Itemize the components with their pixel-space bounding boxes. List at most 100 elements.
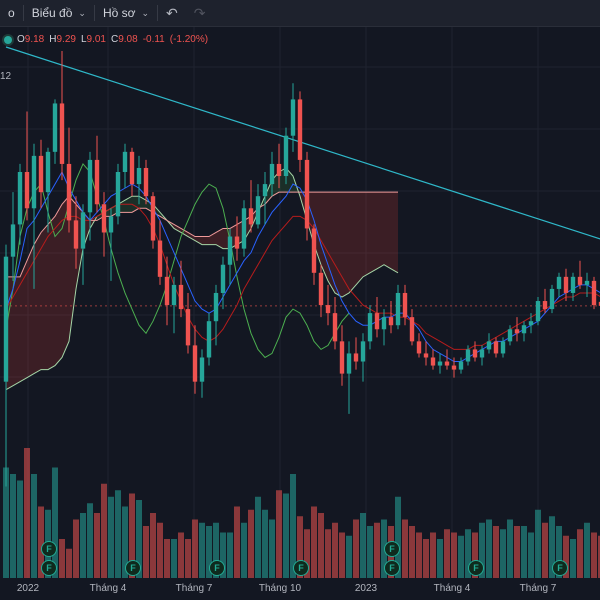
ichimoku-cloud-segment xyxy=(202,236,209,245)
ichimoku-cloud-segment xyxy=(181,228,188,237)
ichimoku-cloud-segment xyxy=(335,192,342,297)
chevron-down-icon: ⌄ xyxy=(141,7,150,18)
earnings-event-badge[interactable]: F xyxy=(209,560,225,576)
ichimoku-cloud-segment xyxy=(328,192,335,293)
ohlc-legend: O9.18 H9.29 L9.01 C9.08 -0.11 (-1.20%) xyxy=(4,34,208,45)
candle-body xyxy=(325,305,331,314)
change-percent: (-1.20%) xyxy=(169,34,209,45)
symbol-status-icon[interactable] xyxy=(4,35,12,44)
candle-body xyxy=(87,159,93,213)
volume-bar xyxy=(24,448,30,578)
chart-menu-button[interactable]: Biểu đồ ⌄ xyxy=(24,0,94,26)
candle-body xyxy=(486,341,492,350)
volume-bar xyxy=(66,548,72,578)
volume-bar xyxy=(80,513,86,578)
ichimoku-cloud-segment xyxy=(48,216,55,370)
earnings-event-badge[interactable]: F xyxy=(384,541,400,557)
profile-menu-label: Hồ sơ xyxy=(102,6,136,20)
volume-bar xyxy=(17,480,23,578)
volume-bar xyxy=(493,526,499,578)
candle-body xyxy=(80,212,86,249)
ichimoku-cloud-segment xyxy=(34,232,41,374)
undo-button[interactable]: ↶ xyxy=(158,0,186,26)
candle-body xyxy=(269,163,275,185)
candle-body xyxy=(129,151,135,185)
candle-body xyxy=(227,236,233,265)
candle-body xyxy=(563,276,569,293)
candle-body xyxy=(416,341,422,354)
volume-bar xyxy=(262,509,268,578)
volume-bar xyxy=(234,506,240,578)
low-value: 9.01 xyxy=(86,34,106,45)
candle-body xyxy=(332,313,338,342)
candle-body xyxy=(493,341,499,354)
volume-bar xyxy=(115,490,121,578)
earnings-event-badge[interactable]: F xyxy=(41,560,57,576)
candle-body xyxy=(304,159,310,229)
ichimoku-cloud-segment xyxy=(132,196,139,213)
candle-body xyxy=(150,196,156,241)
ichimoku-cloud-segment xyxy=(20,260,27,382)
volume-bar xyxy=(402,519,408,578)
earnings-event-badge[interactable]: F xyxy=(41,541,57,557)
candle-body xyxy=(528,321,534,326)
earnings-event-badge[interactable]: F xyxy=(125,560,141,576)
ichimoku-cloud-segment xyxy=(216,228,223,249)
x-tick-label: Tháng 4 xyxy=(433,583,471,594)
volume-bar xyxy=(549,516,555,578)
volume-bar xyxy=(157,522,163,578)
earnings-event-badge[interactable]: F xyxy=(384,560,400,576)
top-toolbar: o Biểu đồ ⌄ Hồ sơ ⌄ ↶ ↷ xyxy=(0,0,600,27)
ichimoku-cloud-segment xyxy=(377,192,384,269)
toolbar-separator xyxy=(93,5,95,21)
candle-body xyxy=(353,353,359,362)
candle-body xyxy=(479,349,485,358)
candle-body xyxy=(199,357,205,382)
candle-body xyxy=(206,321,212,358)
candle-body xyxy=(549,288,555,310)
volume-bar xyxy=(185,539,191,578)
lagging-span-line xyxy=(5,163,350,359)
chevron-down-icon: ⌄ xyxy=(78,7,86,18)
candle-body xyxy=(171,284,177,306)
volume-bar xyxy=(591,532,597,578)
ichimoku-cloud-segment xyxy=(391,192,398,273)
profile-menu-button[interactable]: Hồ sơ ⌄ xyxy=(95,0,157,26)
toolbar-partial-item[interactable]: o xyxy=(0,0,23,26)
volume-bar xyxy=(199,522,205,578)
close-value: 9.08 xyxy=(118,34,138,45)
candle-body xyxy=(500,341,506,354)
ichimoku-cloud-segment xyxy=(62,196,69,358)
change-value: -0.11 xyxy=(142,34,165,45)
ichimoku-cloud-segment xyxy=(188,232,195,241)
candle-body xyxy=(143,167,149,197)
candle-body xyxy=(213,292,219,322)
volume-bar xyxy=(304,529,310,578)
volume-bar xyxy=(395,496,401,578)
left-edge-label: 12 xyxy=(0,71,12,82)
time-axis[interactable]: 2022 Tháng 4 Tháng 7 Tháng 10 2023 Tháng… xyxy=(0,578,600,600)
volume-bar xyxy=(59,539,65,578)
candle-body xyxy=(164,276,170,306)
ichimoku-cloud-segment xyxy=(265,180,272,205)
candle-body xyxy=(591,280,597,306)
volume-bar xyxy=(255,496,261,578)
price-chart[interactable] xyxy=(0,27,600,578)
ichimoku-cloud-segment xyxy=(209,232,216,245)
earnings-event-badge[interactable]: F xyxy=(552,560,568,576)
volume-bar xyxy=(290,474,296,578)
volume-bar xyxy=(423,539,429,578)
volume-bar xyxy=(276,490,282,578)
redo-button[interactable]: ↷ xyxy=(186,0,214,26)
earnings-event-badge[interactable]: F xyxy=(468,560,484,576)
volume-bar xyxy=(500,529,506,578)
volume-bar xyxy=(122,506,128,578)
candle-body xyxy=(472,349,478,358)
candle-body xyxy=(122,151,128,172)
candle-body xyxy=(318,272,324,306)
earnings-event-badge[interactable]: F xyxy=(293,560,309,576)
volume-bar xyxy=(430,532,436,578)
volume-bar xyxy=(101,483,107,578)
redo-icon: ↷ xyxy=(193,4,206,21)
candle-body xyxy=(584,280,590,285)
